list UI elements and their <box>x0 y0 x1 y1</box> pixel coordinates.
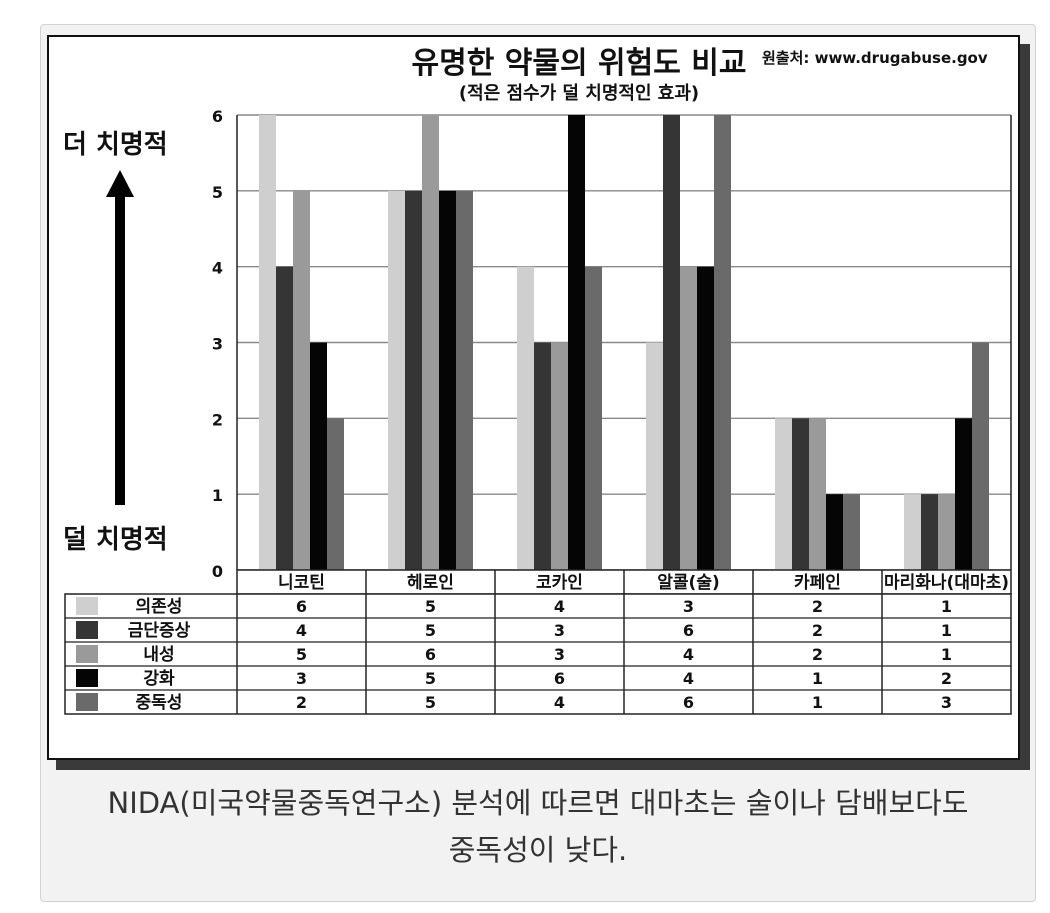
less-deadly-label: 덜 치명적 <box>63 525 168 555</box>
bar <box>422 115 439 570</box>
table-value: 6 <box>296 597 307 616</box>
table-value: 4 <box>554 597 565 616</box>
bar <box>955 418 972 570</box>
arrow-up-icon <box>106 170 134 197</box>
category-label: 니코틴 <box>278 573 325 593</box>
table-value: 2 <box>812 597 823 616</box>
bar <box>938 494 955 570</box>
table-value: 5 <box>425 597 436 616</box>
legend-swatch <box>76 597 98 615</box>
table-value: 2 <box>296 693 307 712</box>
bar <box>259 115 276 570</box>
category-label: 헤로인 <box>407 573 454 593</box>
bar <box>826 494 843 570</box>
legend-series-name: 금단증상 <box>128 621 191 641</box>
chart-figure: 유명한 약물의 위험도 비교 (적은 점수가 덜 치명적인 효과) 원출처: w… <box>47 35 1020 760</box>
table-value: 5 <box>425 693 436 712</box>
table-value: 2 <box>941 669 952 688</box>
bar <box>551 342 568 570</box>
legend-swatch <box>76 669 98 687</box>
bar <box>921 494 938 570</box>
bar <box>646 342 663 570</box>
caption-line-2: 중독성이 낮다. <box>448 833 628 867</box>
table-value: 3 <box>554 645 565 664</box>
table-value: 4 <box>683 669 694 688</box>
legend-swatch <box>76 621 98 639</box>
table-value: 6 <box>683 693 694 712</box>
table-value: 1 <box>941 621 952 640</box>
table-value: 5 <box>296 645 307 664</box>
chart-source: 원출처: www.drugabuse.gov <box>762 49 988 67</box>
table-value: 3 <box>683 597 694 616</box>
table-value: 4 <box>683 645 694 664</box>
y-tick-label: 1 <box>212 486 223 505</box>
bar <box>456 190 473 571</box>
table-value: 1 <box>812 693 823 712</box>
table-value: 4 <box>296 621 307 640</box>
y-tick-label: 3 <box>212 335 223 354</box>
table-value: 5 <box>425 669 436 688</box>
table-value: 3 <box>941 693 952 712</box>
more-deadly-label: 더 치명적 <box>63 130 168 160</box>
legend-series-name: 강화 <box>143 669 175 689</box>
drug-risk-chart: 유명한 약물의 위험도 비교 (적은 점수가 덜 치명적인 효과) 원출처: w… <box>63 46 1012 715</box>
category-label: 코카인 <box>536 573 583 593</box>
bar <box>809 418 826 570</box>
y-tick-label: 4 <box>212 259 223 278</box>
bar <box>517 266 534 570</box>
table-value: 2 <box>812 645 823 664</box>
table-value: 3 <box>296 669 307 688</box>
table-value: 2 <box>812 621 823 640</box>
bar <box>276 266 293 570</box>
category-label: 카페인 <box>794 573 841 593</box>
caption-line-1: NIDA(미국약물중독연구소) 분석에 따르면 대마초는 술이나 담배보다도 <box>107 786 969 820</box>
bar <box>792 418 809 570</box>
legend-swatch <box>76 693 98 711</box>
bar <box>680 266 697 570</box>
legend-series-name: 의존성 <box>136 597 183 617</box>
bar <box>534 342 551 570</box>
y-tick-label: 5 <box>212 183 223 202</box>
y-tick-label: 2 <box>212 410 223 429</box>
bar <box>904 494 921 570</box>
legend-series-name: 내성 <box>143 645 174 665</box>
legend-series-name: 중독성 <box>136 693 183 713</box>
bar <box>310 342 327 570</box>
bar <box>405 190 422 571</box>
table-value: 6 <box>683 621 694 640</box>
image-caption: NIDA(미국약물중독연구소) 분석에 따르면 대마초는 술이나 담배보다도 중… <box>40 780 1036 874</box>
bar <box>327 418 344 570</box>
bar <box>714 115 731 570</box>
bar <box>439 190 456 571</box>
bar <box>585 266 602 570</box>
y-tick-label: 0 <box>212 562 223 581</box>
table-value: 1 <box>941 597 952 616</box>
bar <box>697 266 714 570</box>
category-label: 마리화나(대마초) <box>884 573 1009 593</box>
bar <box>568 115 585 570</box>
bar <box>293 190 310 571</box>
bar <box>775 418 792 570</box>
bar <box>388 190 405 571</box>
bar <box>972 342 989 570</box>
legend-table-frame <box>64 593 1012 715</box>
legend-swatch <box>76 645 98 663</box>
table-value: 6 <box>554 669 565 688</box>
bar <box>663 115 680 570</box>
category-label: 알콜(술) <box>657 573 719 593</box>
table-value: 4 <box>554 693 565 712</box>
chart-subtitle: (적은 점수가 덜 치명적인 효과) <box>459 83 699 104</box>
bar <box>843 494 860 570</box>
table-value: 3 <box>554 621 565 640</box>
table-value: 1 <box>812 669 823 688</box>
table-value: 1 <box>941 645 952 664</box>
chart-title: 유명한 약물의 위험도 비교 <box>412 46 747 81</box>
table-value: 6 <box>425 645 436 664</box>
table-value: 5 <box>425 621 436 640</box>
y-tick-label: 6 <box>212 107 223 126</box>
